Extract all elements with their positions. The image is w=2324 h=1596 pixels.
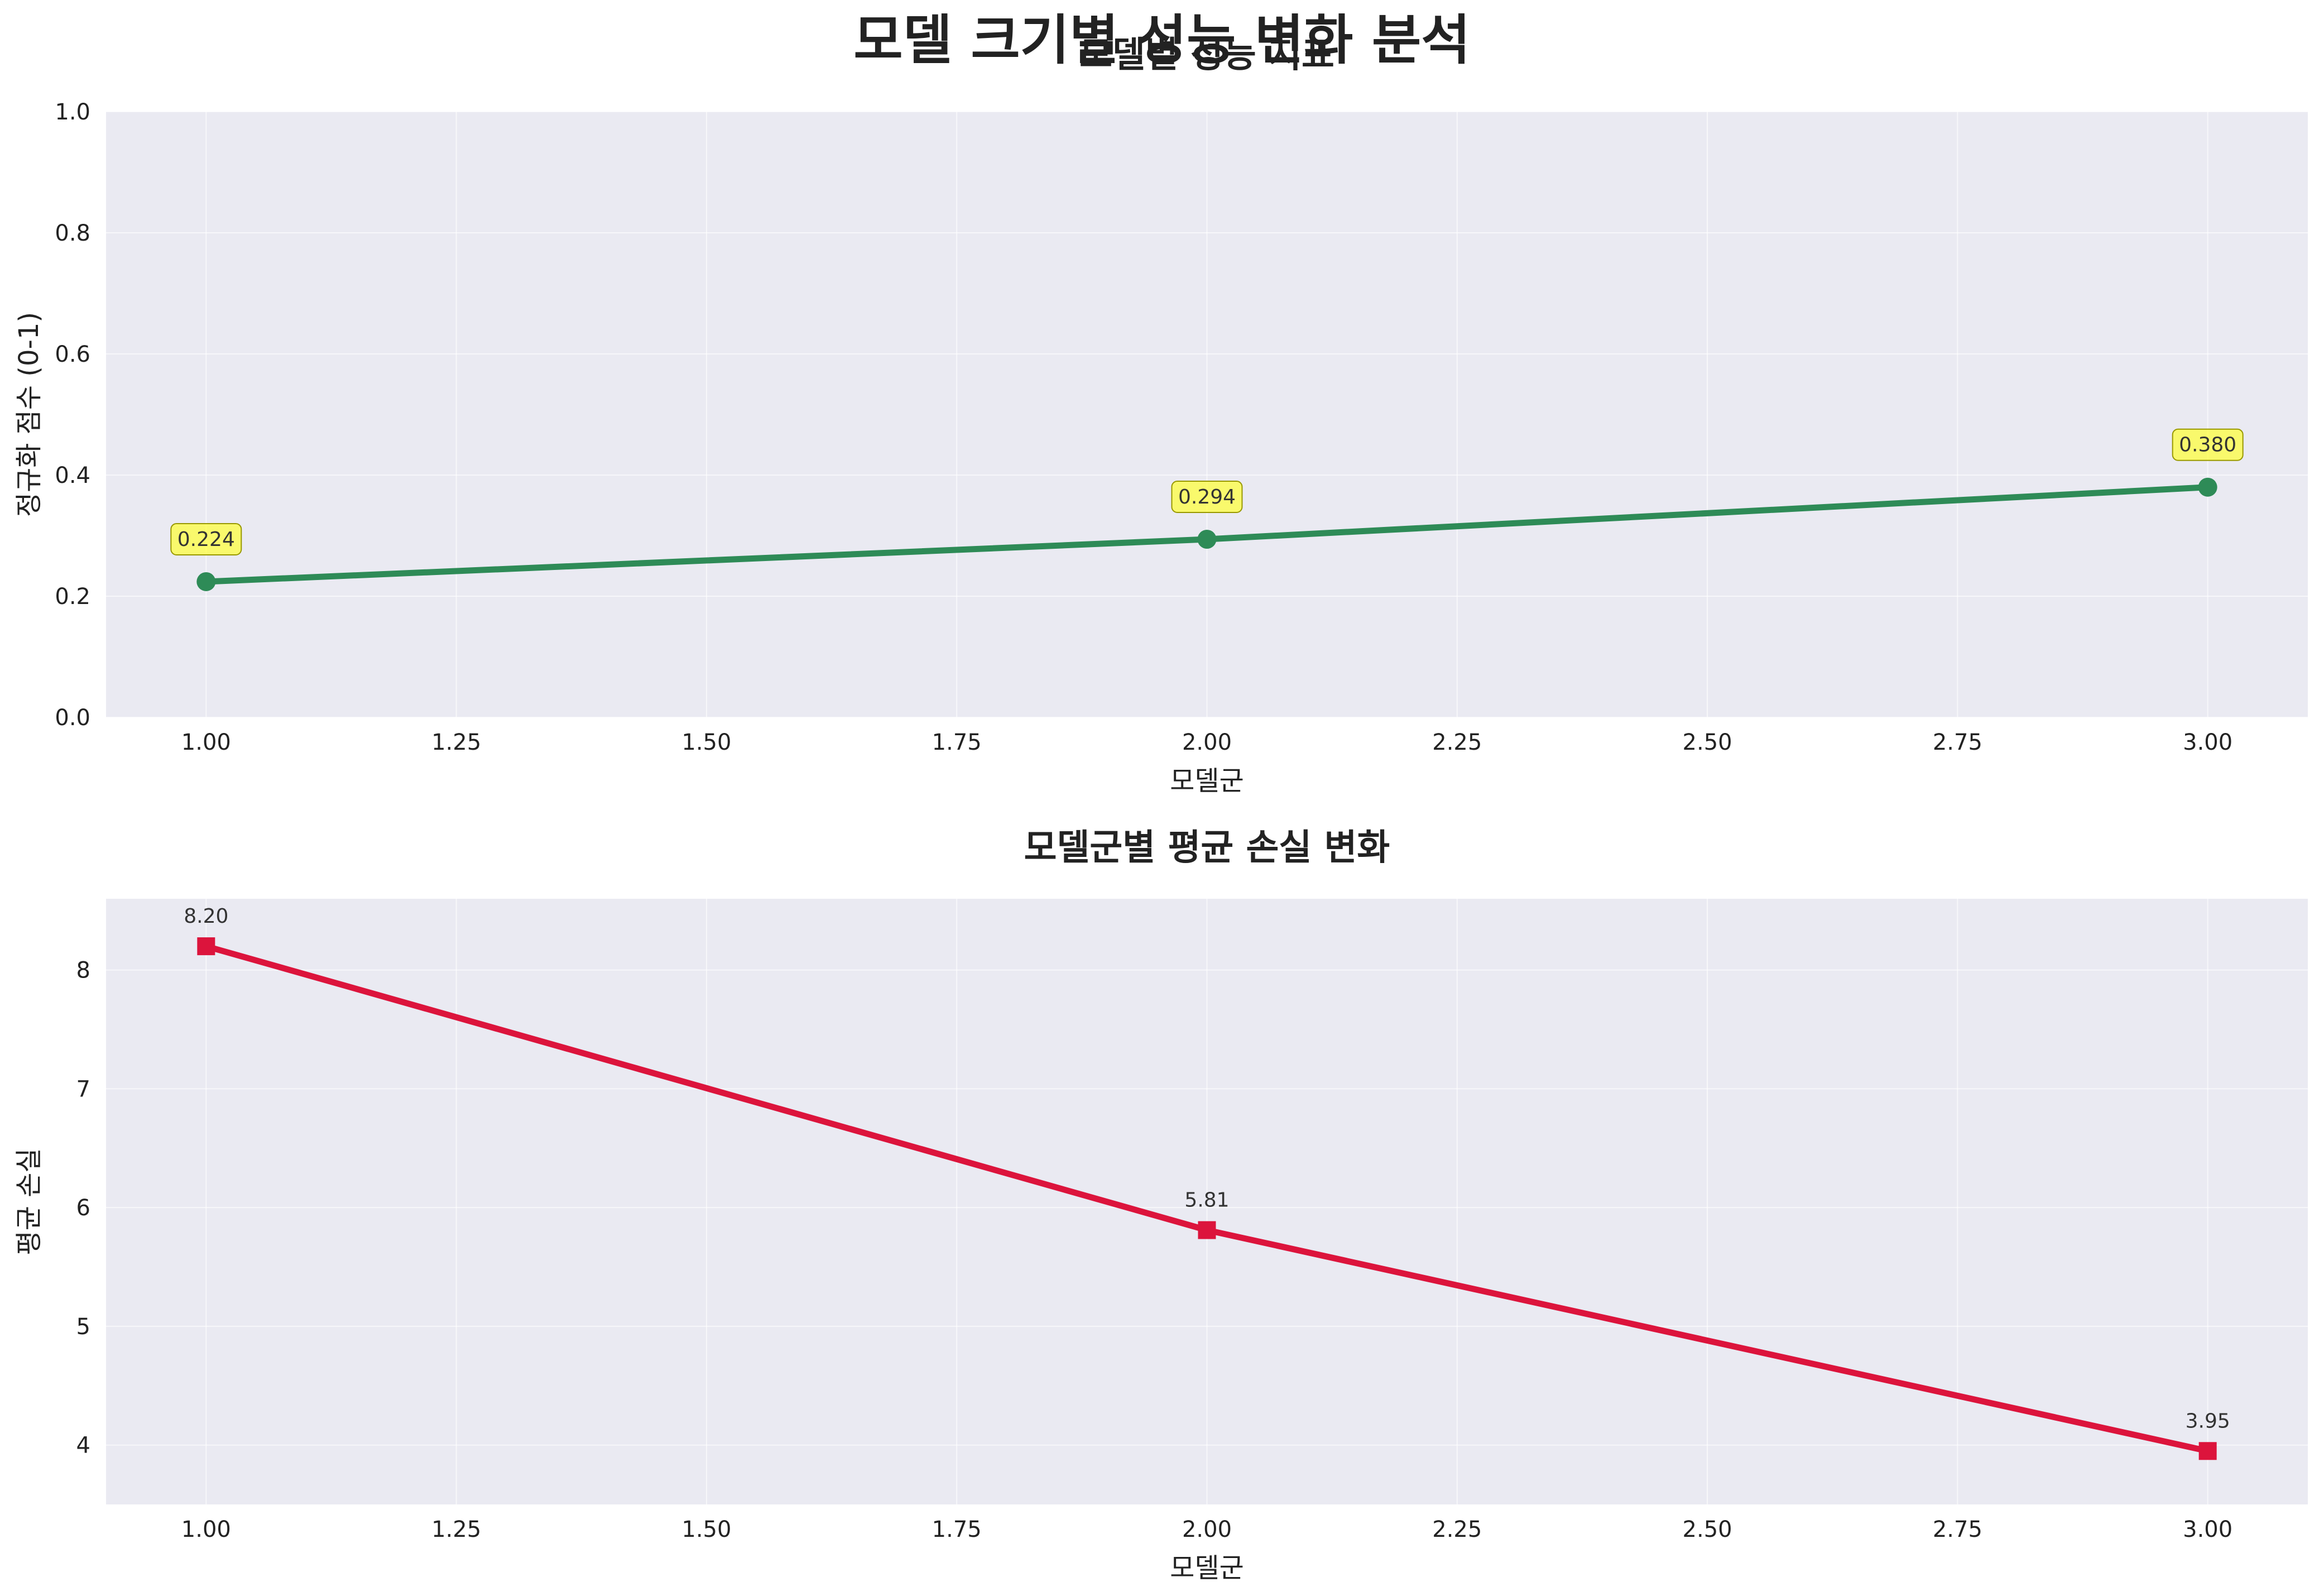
performance-y-tick-label: 0.0 (55, 705, 90, 731)
loss-x-tick-label: 1.00 (181, 1517, 231, 1542)
loss-x-tick-label: 1.50 (681, 1517, 731, 1542)
loss-data-label: 5.81 (1184, 1189, 1229, 1212)
loss-y-tick-label: 7 (76, 1076, 90, 1102)
performance-y-axis-label: 정규화 점수 (0-1) (13, 312, 45, 517)
performance-x-tick-label: 1.25 (431, 730, 481, 755)
loss-data-label: 8.20 (184, 905, 228, 928)
figure-title: 모델 크기별 성능 변화 분석 (853, 9, 1470, 71)
performance-y-tick-label: 1.0 (55, 99, 90, 125)
loss-data-point (197, 937, 215, 956)
performance-data-point (1197, 530, 1217, 549)
loss-x-tick-label: 2.25 (1432, 1517, 1482, 1542)
performance-data-label: 0.380 (2179, 434, 2236, 457)
performance-x-tick-label: 1.50 (681, 730, 731, 755)
loss-x-tick-label: 1.75 (932, 1517, 982, 1542)
performance-chart-title: 모델별 성능 지표 (1079, 35, 1334, 76)
performance-y-tick-label: 0.4 (55, 463, 90, 488)
loss-data-label: 3.95 (2186, 1410, 2230, 1432)
performance-y-tick-label: 0.8 (55, 221, 90, 246)
loss-chart-title: 모델군별 평균 손실 변화 (1024, 827, 1390, 869)
performance-y-tick-label: 0.2 (55, 584, 90, 610)
performance-x-tick-label: 2.75 (1933, 730, 1982, 755)
performance-y-tick-label: 0.6 (55, 342, 90, 367)
performance-x-tick-label: 2.25 (1432, 730, 1482, 755)
loss-x-tick-label: 1.25 (431, 1517, 481, 1542)
performance-data-label-box (170, 523, 242, 555)
performance-data-label: 0.224 (177, 528, 235, 551)
loss-x-axis-label: 모델군 (1170, 1552, 1243, 1584)
loss-x-tick-label: 3.00 (2183, 1517, 2232, 1542)
loss-x-tick-label: 2.00 (1182, 1517, 1232, 1542)
loss-data-point (1198, 1221, 1216, 1239)
performance-x-tick-label: 3.00 (2183, 730, 2232, 755)
loss-y-tick-label: 8 (76, 958, 90, 984)
loss-x-tick-label: 2.50 (1683, 1517, 1732, 1542)
loss-y-tick-label: 5 (76, 1314, 90, 1340)
performance-x-tick-label: 2.50 (1683, 730, 1732, 755)
performance-data-point (2198, 477, 2217, 497)
performance-x-axis-label: 모델군 (1170, 765, 1243, 797)
loss-x-tick-label: 2.75 (1933, 1517, 1982, 1542)
performance-x-tick-label: 1.00 (181, 730, 231, 755)
performance-x-tick-label: 1.75 (932, 730, 982, 755)
performance-data-label: 0.294 (1178, 486, 1236, 509)
loss-y-tick-label: 4 (76, 1433, 90, 1459)
loss-data-point (2198, 1442, 2217, 1460)
performance-chart: 1.00 1.25 1.50 1.75 2.00 2.25 2.50 2.75 3.00 0.0 0… (13, 35, 2308, 797)
performance-data-label-box (1171, 481, 1243, 514)
loss-y-tick-label: 6 (76, 1195, 90, 1221)
loss-chart: 1.00 1.25 1.50 1.75 2.00 2.25 2.50 2.75 3.00 4 5 6 7… (13, 827, 2308, 1584)
performance-data-label-box (2172, 428, 2244, 461)
performance-data-point (196, 572, 216, 591)
performance-x-tick-label: 2.00 (1182, 730, 1232, 755)
loss-y-axis-label: 평균 손실 (13, 1148, 45, 1255)
